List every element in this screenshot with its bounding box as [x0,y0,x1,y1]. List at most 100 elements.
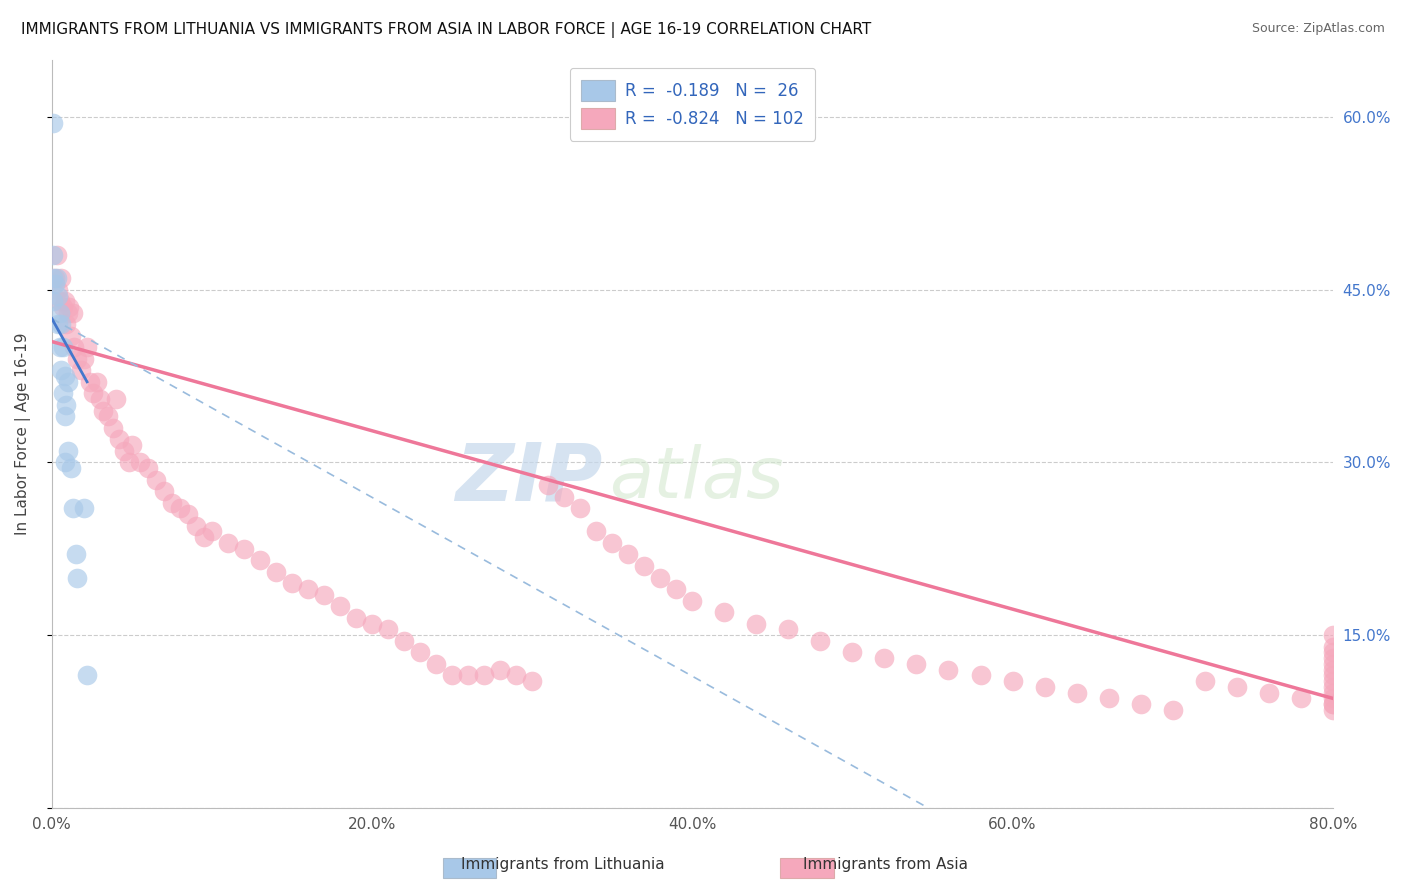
Point [569,501,592,516]
Point [377,622,399,636]
Point [1066,685,1088,699]
Text: IMMIGRANTS FROM LITHUANIA VS IMMIGRANTS FROM ASIA IN LABOR FORCE | AGE 16-19 COR: IMMIGRANTS FROM LITHUANIA VS IMMIGRANTS … [21,22,872,38]
Point [73,351,96,366]
Point [42,248,65,262]
Point [938,663,960,677]
Point [52,386,75,401]
Point [108,433,131,447]
Point [53,294,76,309]
Point [66,351,89,366]
Point [1257,685,1279,699]
Point [52,300,75,314]
Point [42,271,65,285]
Point [665,582,688,596]
Point [76,668,98,682]
Point [49,340,72,354]
Point [1161,703,1184,717]
Point [650,570,672,584]
Point [169,501,191,516]
Point [1322,691,1344,706]
Point [62,306,84,320]
Point [60,461,83,475]
Point [505,668,527,682]
Legend: R =  -0.189   N =  26, R =  -0.824   N = 102: R = -0.189 N = 26, R = -0.824 N = 102 [569,68,815,141]
Point [145,473,167,487]
Point [873,651,896,665]
Point [1226,680,1249,694]
Point [472,668,495,682]
Point [56,306,79,320]
Point [201,524,224,539]
Point [42,116,65,130]
Point [1322,640,1344,654]
Point [51,363,73,377]
Point [1194,674,1216,689]
Point [76,340,98,354]
Point [66,570,89,584]
Text: Immigrants from Lithuania: Immigrants from Lithuania [461,857,664,872]
Point [193,530,215,544]
Point [97,409,120,424]
Point [45,271,67,285]
Point [51,271,73,285]
Point [1289,691,1312,706]
Point [121,438,143,452]
Point [112,443,135,458]
Point [104,392,127,406]
Point [249,553,271,567]
Point [537,478,560,492]
Point [79,375,101,389]
Point [136,461,159,475]
Point [1322,663,1344,677]
Point [56,443,79,458]
Point [745,616,768,631]
Point [46,283,69,297]
Point [42,294,65,309]
Point [1322,628,1344,642]
Point [969,668,991,682]
Point [1322,674,1344,689]
Point [409,645,432,659]
Point [681,593,703,607]
Point [63,340,86,354]
Point [1129,697,1152,711]
Point [65,548,87,562]
Point [86,375,108,389]
Point [281,576,304,591]
Text: Source: ZipAtlas.com: Source: ZipAtlas.com [1251,22,1385,36]
Point [264,565,287,579]
Point [44,277,66,291]
Point [89,392,111,406]
Point [392,633,415,648]
Point [46,288,69,302]
Point [1322,697,1344,711]
Point [217,536,239,550]
Point [184,518,207,533]
Point [1322,685,1344,699]
Point [49,306,72,320]
Point [1322,703,1344,717]
Y-axis label: In Labor Force | Age 16-19: In Labor Force | Age 16-19 [15,333,31,535]
Point [53,369,76,384]
Point [457,668,479,682]
Point [56,375,79,389]
Text: atlas: atlas [609,444,783,513]
Point [49,294,72,309]
Point [522,674,544,689]
Point [312,588,335,602]
Point [778,622,800,636]
Point [617,548,640,562]
Point [73,501,96,516]
Point [51,318,73,332]
Point [44,271,66,285]
Point [297,582,319,596]
Text: ZIP: ZIP [456,440,603,517]
Point [58,300,80,314]
Point [153,484,176,499]
Point [118,455,141,469]
Point [344,611,367,625]
Point [329,599,352,614]
Point [489,663,512,677]
Point [633,559,655,574]
Point [46,318,69,332]
